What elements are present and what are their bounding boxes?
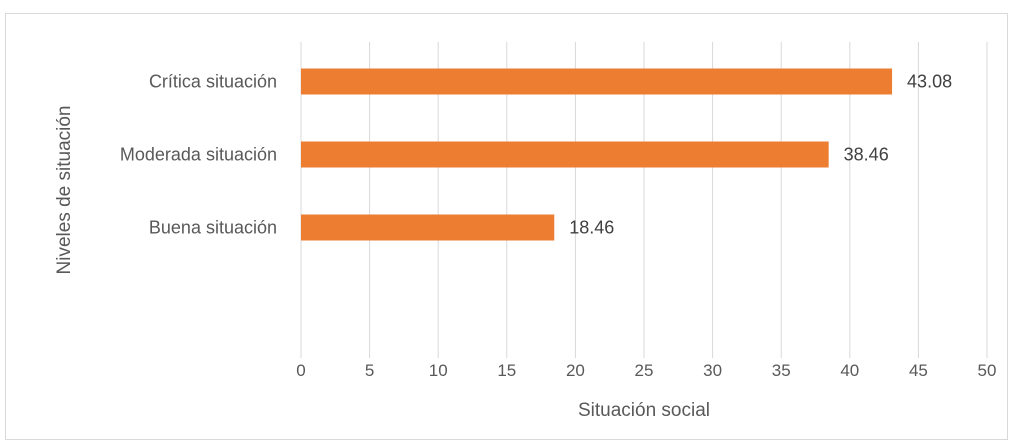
x-tick-label-1: 5 [365, 361, 374, 380]
x-tick-label-6: 30 [703, 361, 722, 380]
data-labels: 43.08 38.46 18.46 [569, 72, 952, 238]
x-tick-label-8: 40 [840, 361, 859, 380]
gridlines [300, 42, 988, 358]
data-label-1: 38.46 [844, 145, 889, 165]
data-label-2: 18.46 [569, 218, 614, 238]
bar-1 [301, 141, 829, 168]
data-label-0: 43.08 [907, 72, 952, 92]
x-tick-label-7: 35 [772, 361, 791, 380]
category-label-1: Moderada situación [120, 145, 277, 165]
x-tick-label-9: 45 [909, 361, 928, 380]
x-tick-label-5: 25 [635, 361, 654, 380]
bar-0 [301, 68, 893, 95]
y-axis-title: Niveles de situación [54, 106, 75, 275]
category-label-0: Crítica situación [149, 72, 277, 92]
x-tick-label-3: 15 [497, 361, 516, 380]
x-axis-title: Situación social [578, 400, 710, 421]
category-labels: Crítica situación Moderada situación Buena… [120, 72, 277, 238]
x-tick-label-4: 20 [566, 361, 585, 380]
category-label-2: Buena situación [149, 218, 277, 238]
x-tick-label-0: 0 [296, 361, 305, 380]
bars [301, 68, 893, 241]
x-tick-label-10: 50 [978, 361, 997, 380]
bar-2 [301, 214, 555, 241]
x-tick-labels: 0 5 10 15 20 25 30 35 40 45 50 [296, 361, 996, 380]
x-tick-label-2: 10 [429, 361, 448, 380]
